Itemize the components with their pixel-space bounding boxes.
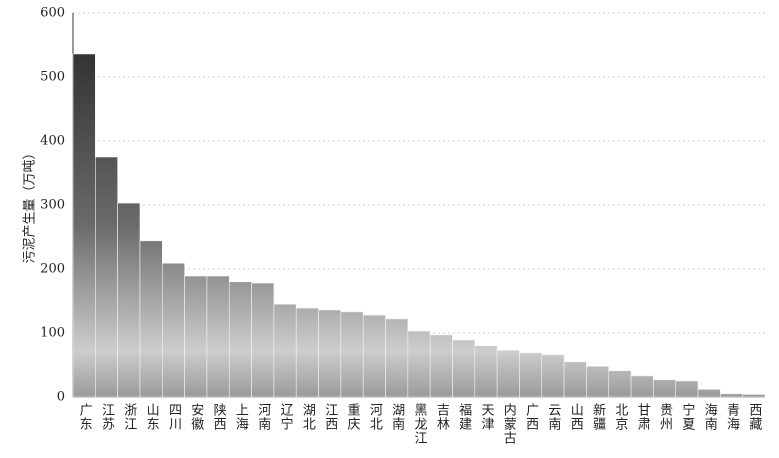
bar <box>496 349 520 398</box>
x-tick-label: 吉林 <box>434 403 450 431</box>
x-tick-label: 浙江 <box>121 403 137 431</box>
x-tick-label: 云南 <box>545 403 561 431</box>
bar <box>742 394 766 398</box>
bar <box>407 330 431 398</box>
bar <box>653 379 677 398</box>
x-tick-label: 北京 <box>612 403 628 431</box>
y-tick-label: 0 <box>57 390 65 405</box>
bar <box>184 275 208 398</box>
x-tick-label: 西藏 <box>746 403 762 431</box>
x-tick-label: 安徽 <box>188 403 204 431</box>
y-axis-label: 污泥产生量（万吨） <box>23 146 38 263</box>
x-tick-label: 山东 <box>144 403 160 431</box>
y-tick-label: 300 <box>40 198 65 213</box>
bar <box>720 393 743 398</box>
x-tick-label: 新疆 <box>590 402 606 431</box>
x-tick-label: 天津 <box>478 403 494 431</box>
bar <box>608 370 632 398</box>
x-tick-label: 甘肃 <box>635 403 651 431</box>
bar <box>251 282 275 398</box>
y-tick-label: 100 <box>40 326 65 341</box>
x-tick-label: 宁夏 <box>679 402 695 431</box>
x-tick-label: 湖南 <box>389 403 405 431</box>
bar <box>474 345 498 398</box>
y-tick-label: 600 <box>40 6 65 21</box>
bar <box>362 314 386 398</box>
bar <box>697 389 721 398</box>
x-tick-label: 青海 <box>724 403 740 431</box>
bar <box>72 53 96 398</box>
bar <box>95 156 118 398</box>
bar <box>675 380 699 398</box>
bar <box>273 303 297 398</box>
x-tick-label: 广西 <box>523 403 539 431</box>
bar <box>340 311 364 398</box>
bar <box>206 275 230 398</box>
bar <box>228 281 252 398</box>
x-tick-label: 江苏 <box>99 403 115 431</box>
bar <box>385 318 409 398</box>
bar <box>630 375 654 398</box>
x-tick-label: 广东 <box>77 403 93 431</box>
y-tick-label: 200 <box>40 262 65 277</box>
x-tick-label: 辽宁 <box>278 403 294 431</box>
x-tick-label: 海南 <box>702 403 718 431</box>
x-tick-label: 黑龙江 <box>412 403 428 445</box>
x-tick-label: 湖北 <box>300 403 316 431</box>
x-tick-label: 贵州 <box>657 403 673 431</box>
bar <box>586 365 610 398</box>
y-tick-label: 500 <box>40 70 65 85</box>
x-tick-label: 河南 <box>255 403 271 431</box>
x-tick-label: 四川 <box>166 403 182 431</box>
bar <box>318 309 342 398</box>
bar <box>541 354 565 398</box>
x-tick-label: 福建 <box>456 403 472 431</box>
x-tick-label: 上海 <box>233 403 249 431</box>
bar <box>563 361 587 398</box>
x-tick-label: 河北 <box>367 403 383 431</box>
bar <box>139 240 163 398</box>
bar <box>295 307 319 398</box>
x-tick-label: 内蒙古 <box>501 402 516 445</box>
x-tick-label: 山西 <box>568 403 584 431</box>
bar <box>117 202 141 398</box>
y-tick-label: 400 <box>40 134 65 149</box>
bar <box>519 352 543 398</box>
x-tick-label: 重庆 <box>345 402 361 431</box>
x-tick-label: 江西 <box>322 403 338 431</box>
x-tick-label: 陕西 <box>211 403 227 431</box>
bar <box>429 334 453 398</box>
bar <box>452 339 476 398</box>
bar <box>161 262 185 398</box>
